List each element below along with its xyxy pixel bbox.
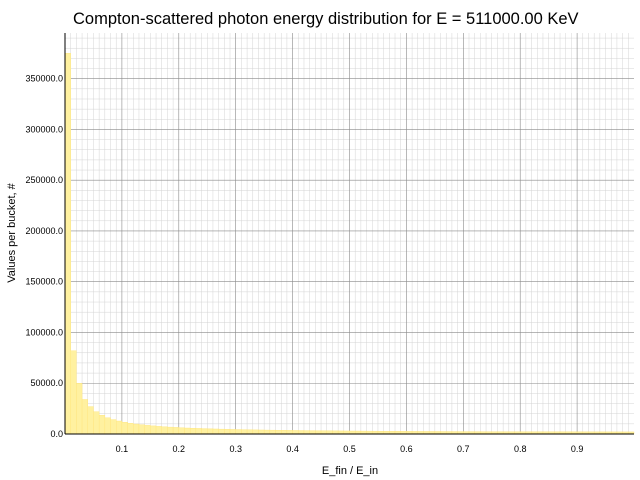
histogram-bar <box>178 427 185 435</box>
histogram-bar <box>258 429 265 435</box>
histogram-bar <box>298 430 305 435</box>
histogram-bar <box>121 422 128 435</box>
histogram-bar <box>212 428 219 435</box>
histogram-bar <box>98 415 106 435</box>
histogram-bar <box>201 428 208 435</box>
histogram-bar <box>252 429 259 435</box>
x-tick-label: 0.3 <box>229 444 242 454</box>
histogram-bar <box>286 430 293 435</box>
grid <box>65 33 634 434</box>
x-axis-label: E_fin / E_in <box>322 465 378 477</box>
x-tick-label: 0.4 <box>286 444 299 454</box>
histogram-bar <box>229 429 236 435</box>
histogram-bar <box>281 430 288 435</box>
histogram-bar <box>275 430 282 435</box>
x-tick-label: 0.1 <box>116 444 129 454</box>
histogram-bar <box>303 430 310 435</box>
x-tick-label: 0.5 <box>343 444 356 454</box>
y-tick-label: 200000.0 <box>25 226 63 236</box>
histogram-bar <box>235 429 242 435</box>
histogram-bar <box>167 426 174 435</box>
histogram-bar <box>133 423 140 435</box>
histogram-bar <box>104 417 111 435</box>
x-tick-label: 0.6 <box>400 444 413 454</box>
x-tick-label: 0.2 <box>173 444 186 454</box>
x-tick-label: 0.7 <box>457 444 470 454</box>
histogram-bar <box>263 429 271 435</box>
histogram-bar <box>224 429 231 435</box>
chart-title: Compton-scattered photon energy distribu… <box>73 10 579 28</box>
histogram-bar <box>116 420 123 435</box>
x-tick-label: 0.9 <box>571 444 584 454</box>
histogram-bar <box>110 419 117 435</box>
histogram-bar <box>246 429 253 435</box>
histogram-bar <box>309 430 316 435</box>
histogram-bar <box>81 399 88 435</box>
histogram-bar <box>87 406 94 435</box>
histogram-bar <box>76 383 83 435</box>
y-tick-label: 50000.0 <box>30 378 63 388</box>
histogram-bar <box>207 428 214 435</box>
histogram-bar <box>241 429 248 435</box>
histogram-bar <box>195 428 202 435</box>
histogram-bar <box>138 424 145 435</box>
histogram-bar <box>144 425 151 435</box>
histogram-bar <box>189 428 197 435</box>
y-axis-label: Values per bucket, # <box>6 182 18 282</box>
x-tick-label: 0.8 <box>514 444 527 454</box>
histogram-bar <box>64 53 71 435</box>
y-tick-label: 150000.0 <box>25 277 63 287</box>
histogram-bar <box>269 429 276 435</box>
histogram-bar <box>218 428 225 435</box>
histogram-bar <box>155 426 162 435</box>
histogram-bar <box>292 430 299 435</box>
y-tick-label: 350000.0 <box>25 74 63 84</box>
histogram-bar <box>127 423 134 435</box>
axes <box>64 33 634 435</box>
y-tick-labels: 0.0 50000.0 100000.0 150000.0 200000.0 250000… <box>25 74 63 439</box>
histogram-bar <box>150 425 157 435</box>
histogram-bar <box>161 426 168 435</box>
histogram-bar <box>70 350 77 435</box>
x-tick-labels: 0.1 0.2 0.3 0.4 0.5 0.6 0.7 0.8 0.9 <box>116 444 584 454</box>
histogram-bar <box>172 427 180 435</box>
histogram-bar <box>93 411 100 435</box>
histogram-bar <box>184 427 191 435</box>
y-tick-label: 100000.0 <box>25 327 63 337</box>
y-tick-label: 300000.0 <box>25 124 63 134</box>
y-tick-label: 0.0 <box>50 429 63 439</box>
y-tick-label: 250000.0 <box>25 175 63 185</box>
